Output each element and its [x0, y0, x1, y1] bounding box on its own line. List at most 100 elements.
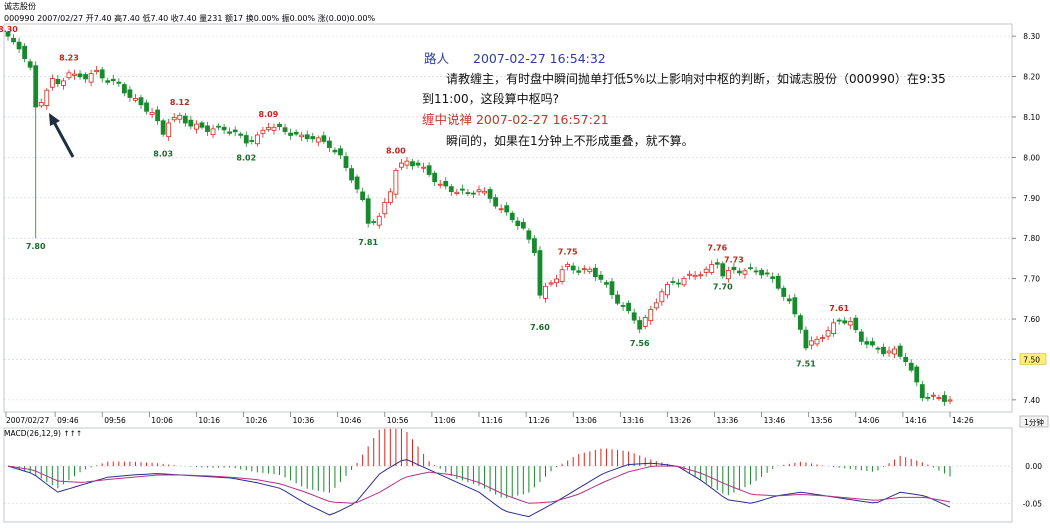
candle-body [105, 80, 111, 83]
time-tick-label: 10:36 [293, 416, 315, 425]
time-tick-label: 11:16 [481, 416, 503, 425]
price-annotation: 8.23 [59, 53, 79, 62]
candle-body [166, 122, 172, 138]
candle-body [648, 308, 654, 321]
candle-body [653, 302, 659, 309]
candle-body [864, 341, 870, 345]
candle-body [720, 263, 726, 277]
price-tick-label: 7.70 [1023, 275, 1040, 284]
time-tick-label: 10:56 [387, 416, 409, 425]
candle-body [315, 137, 321, 143]
time-tick-label: 10:06 [151, 416, 173, 425]
candle-body [99, 69, 105, 79]
candle-body [565, 263, 571, 267]
price-annotation: 8.12 [170, 98, 190, 107]
candle-body [293, 131, 299, 135]
candle-body [205, 125, 210, 132]
candle-body [870, 341, 875, 346]
candle-body [786, 298, 792, 302]
candle-body [138, 97, 144, 106]
candle-body [687, 273, 692, 276]
candle-body [842, 320, 848, 324]
time-tick-label: 2007/02/27 [6, 416, 49, 425]
candle-body [615, 294, 620, 304]
price-tick-label: 8.20 [1023, 73, 1040, 82]
candle-body [33, 65, 39, 108]
candle-body [249, 140, 255, 142]
candle-body [326, 140, 332, 148]
candle-body [299, 134, 305, 138]
candle-body [471, 192, 476, 195]
time-tick-label: 09:56 [104, 416, 126, 425]
candle-body [360, 191, 366, 201]
candle-body [387, 191, 393, 203]
candle-body [520, 222, 526, 229]
candle-body [930, 394, 936, 397]
candle-body [537, 250, 543, 296]
candle-body [254, 134, 260, 145]
candle-body [476, 189, 482, 193]
price-tick-label: 7.40 [1023, 396, 1040, 405]
candle-body [393, 170, 399, 195]
candle-body [288, 132, 294, 136]
candle-body [703, 268, 709, 273]
candle-body [371, 221, 377, 223]
price-tick-label: 7.50 [1023, 355, 1040, 364]
candle-body [88, 73, 94, 83]
candle-body [676, 282, 681, 285]
pointer-arrow [49, 113, 75, 158]
period-button[interactable] [1019, 415, 1049, 428]
macd-tick-label: 0.00 [1025, 462, 1042, 471]
macd-label: MACD(26,12,9) ↑↑↑ [4, 429, 82, 438]
candle-body [620, 305, 626, 307]
macd-axis: 0.00 -0.05 [1023, 462, 1043, 508]
candle-body [454, 191, 460, 194]
candle-body [670, 281, 676, 283]
candle-body [465, 192, 471, 194]
candle-body [692, 274, 698, 278]
candle-body [304, 134, 310, 140]
candle-body [227, 131, 233, 134]
price-annotation: 7.70 [713, 283, 733, 292]
candle-body [437, 183, 443, 186]
question-line-1: 请教缠主，有时盘中瞬间抛单打低5%以上影响对中枢的判断，如诚志股份（000990… [446, 71, 946, 86]
price-tick-label: 8.00 [1023, 153, 1040, 162]
time-tick-label: 13:56 [811, 416, 833, 425]
candle-body [144, 102, 149, 112]
price-tick-label: 7.90 [1023, 194, 1040, 203]
time-tick-label: 13:46 [764, 416, 786, 425]
stock-name: 诚志股份 [4, 1, 36, 11]
answer-author-time: 缠中说禅 2007-02-27 16:57:21 [422, 112, 609, 127]
candle-body [581, 268, 587, 271]
macd-grid [3, 427, 1013, 523]
candle-body [110, 78, 116, 82]
candle-body [770, 276, 776, 279]
candle-body [515, 220, 521, 226]
candle-body [94, 69, 100, 73]
candle-body [266, 127, 271, 130]
dif-line [7, 459, 951, 518]
candle-body [753, 270, 759, 273]
candle-body [748, 267, 753, 270]
candle-body [216, 125, 221, 128]
candle-body [781, 287, 787, 297]
candle-body [238, 133, 244, 136]
candle-body [908, 362, 914, 371]
price-axis: 8.30 8.20 8.10 8.00 7.90 7.80 7.70 7.60 7.50 7.40 [1012, 32, 1047, 405]
stock-info: 000990 2007/02/27 开7.40 高7.40 低7.40 收7.4… [4, 13, 375, 23]
candles-layer [5, 31, 953, 406]
candle-body [947, 399, 953, 402]
candle-body [809, 340, 814, 346]
candle-body [498, 208, 504, 211]
candle-body [260, 129, 266, 134]
candle-body [171, 116, 177, 121]
macd-tick-label: -0.05 [1023, 499, 1043, 508]
candle-body [61, 80, 66, 86]
candle-body [177, 114, 183, 120]
candle-body [11, 37, 16, 43]
candle-body [604, 282, 609, 285]
price-tick-label: 7.60 [1023, 315, 1040, 324]
time-tick-label: 13:36 [717, 416, 739, 425]
candle-body [681, 278, 687, 286]
price-annotation: 7.60 [530, 323, 550, 332]
